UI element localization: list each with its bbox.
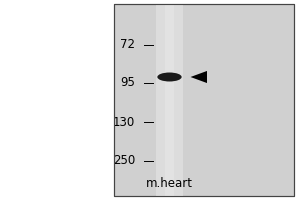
Ellipse shape [157, 72, 182, 82]
Text: m.heart: m.heart [146, 177, 193, 190]
Bar [156, 4, 183, 196]
Text: 250: 250 [113, 154, 135, 168]
Text: 72: 72 [120, 38, 135, 51]
Bar [114, 4, 294, 196]
Bar [165, 4, 174, 196]
Text: 130: 130 [113, 116, 135, 129]
Polygon shape [190, 71, 207, 83]
Text: 95: 95 [120, 76, 135, 90]
Bar [114, 4, 294, 196]
